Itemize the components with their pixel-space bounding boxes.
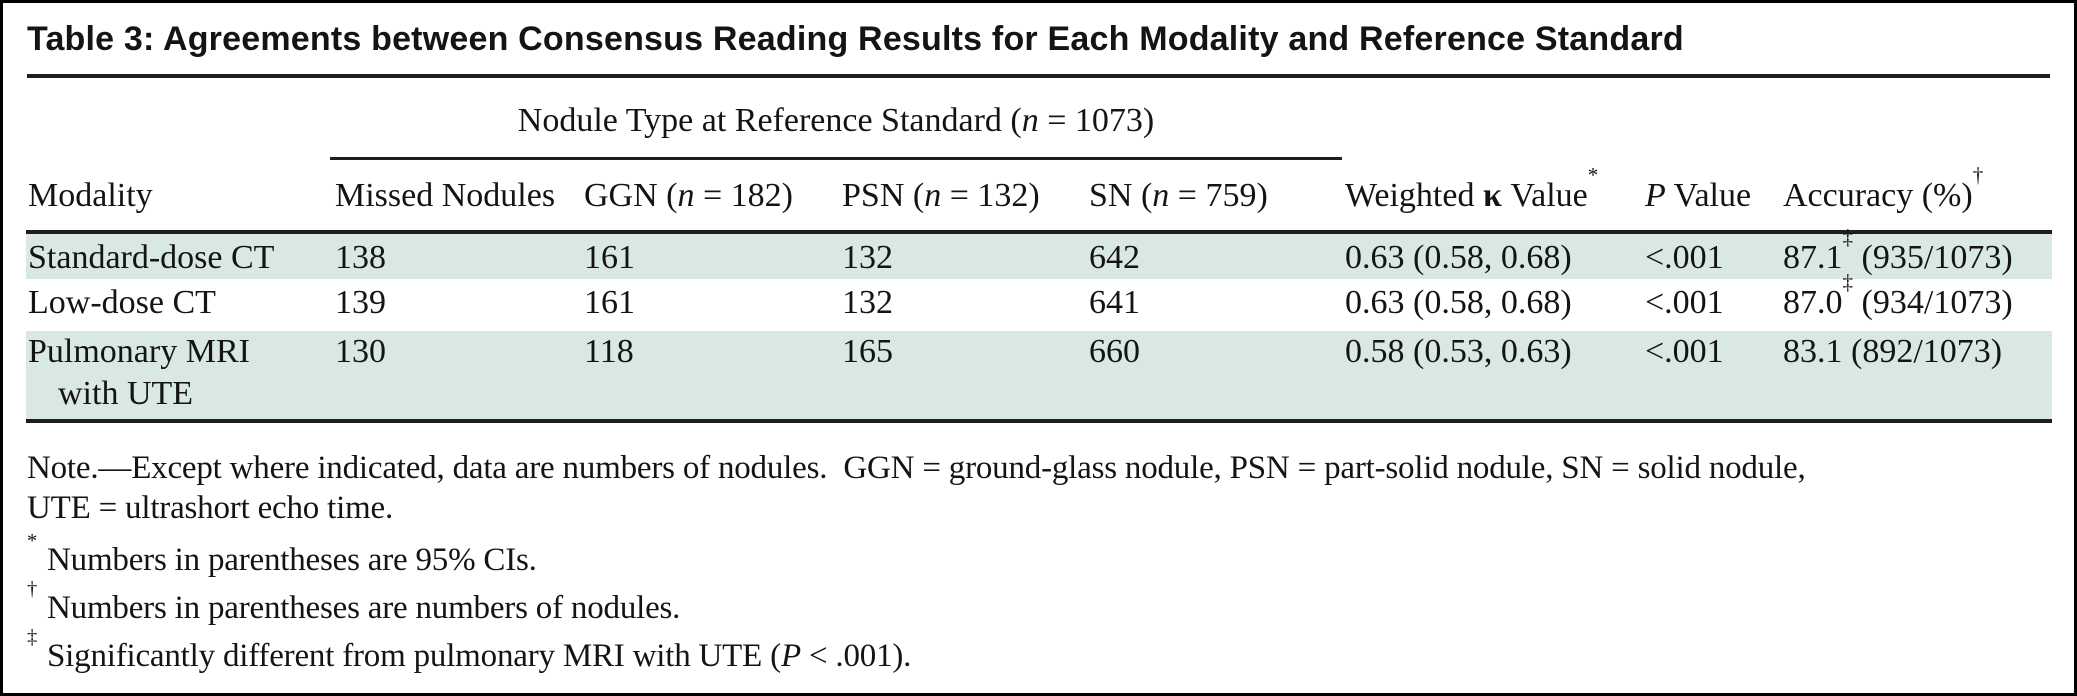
cell-p-value: <.001 (1645, 333, 1724, 370)
row-shade-pulmonary-mri (26, 331, 2052, 419)
spanner-header: Nodule Type at Reference Standard (n = 1… (330, 101, 1342, 141)
cell-accuracy: 83.1 (892/1073) (1783, 334, 2002, 370)
row-shade-standard-dose-ct (26, 234, 2052, 279)
accuracy-fraction: (892/1073) (1842, 333, 2003, 370)
kappa-label-suffix: Value (1501, 177, 1588, 214)
ggn-n-italic: n (677, 177, 695, 214)
bottom-rule (26, 419, 2052, 423)
asterisk-marker: * (27, 529, 38, 552)
dagger-marker: † (27, 577, 38, 600)
sn-n-italic: n (1152, 177, 1170, 214)
psn-n-italic: n (924, 177, 942, 214)
ggn-label-suffix: = 182) (694, 177, 793, 214)
accuracy-marker: ‡ (1842, 225, 1854, 250)
accuracy-marker: ‡ (1842, 270, 1854, 295)
cell-p-value: <.001 (1645, 284, 1724, 321)
cell-p-value: <.001 (1645, 239, 1724, 276)
cell-ggn: 161 (584, 239, 635, 276)
kappa-footnote-marker: * (1587, 163, 1599, 188)
cell-modality: Pulmonary MRI (28, 333, 250, 370)
col-header-modality: Modality (28, 177, 153, 214)
accuracy-value: 87.0 (1783, 284, 1843, 321)
accuracy-value: 87.1 (1783, 239, 1843, 276)
cell-missed-nodules: 139 (335, 284, 386, 321)
cell-accuracy: 87.1‡ (935/1073) (1783, 227, 2013, 276)
header-rule (26, 230, 2052, 234)
cell-missed-nodules: 130 (335, 333, 386, 370)
table-title: Table 3: Agreements between Consensus Re… (27, 20, 1684, 58)
col-header-sn: SN (n = 759) (1089, 178, 1268, 214)
accuracy-label: Accuracy (%) (1783, 177, 1973, 214)
cell-modality: Standard-dose CT (28, 239, 275, 276)
cell-sn: 642 (1089, 239, 1140, 276)
cell-weighted-kappa: 0.58 (0.53, 0.63) (1345, 333, 1572, 370)
cell-missed-nodules: 138 (335, 239, 386, 276)
accuracy-value: 83.1 (1783, 333, 1843, 370)
footnote-dagger: † Numbers in parentheses are numbers of n… (27, 579, 681, 628)
cell-ggn: 118 (584, 333, 634, 370)
double-dagger-marker: ‡ (27, 625, 38, 648)
cell-psn: 165 (842, 333, 893, 370)
table-note-line1: Note.—Except where indicated, data are n… (27, 450, 1806, 486)
col-header-missed-nodules: Missed Nodules (335, 177, 556, 214)
footnote-text-suffix: < .001). (800, 638, 912, 674)
spanner-text: Nodule Type at Reference Standard ( (517, 102, 1022, 139)
col-header-accuracy: Accuracy (%)† (1783, 165, 1983, 214)
p-label-suffix: Value (1665, 177, 1752, 214)
footnote-text: Numbers in parentheses are numbers of no… (47, 590, 681, 626)
cell-ggn: 161 (584, 284, 635, 321)
col-header-psn: PSN (n = 132) (842, 178, 1040, 214)
title-rule (27, 74, 2050, 78)
spanner-n-italic: n (1021, 102, 1039, 139)
cell-modality-line2: with UTE (58, 375, 194, 412)
cell-modality: Low-dose CT (28, 284, 216, 321)
accuracy-fraction: (935/1073) (1853, 239, 2013, 276)
accuracy-fraction: (934/1073) (1853, 284, 2013, 321)
p-italic: P (1645, 177, 1666, 214)
ggn-label: GGN ( (584, 177, 678, 214)
footnote-italic: P (780, 638, 801, 674)
footnote-double-dagger: ‡ Significantly different from pulmonary … (27, 627, 912, 676)
cell-psn: 132 (842, 284, 893, 321)
footnote-asterisk: * Numbers in parentheses are 95% CIs. (27, 531, 537, 580)
cell-sn: 641 (1089, 284, 1140, 321)
cell-weighted-kappa: 0.63 (0.58, 0.68) (1345, 239, 1572, 276)
spanner-rule (330, 157, 1342, 160)
footnote-text: Numbers in parentheses are 95% CIs. (47, 542, 537, 578)
footnote-text: Significantly different from pulmonary M… (47, 638, 781, 674)
psn-label: PSN ( (842, 177, 925, 214)
accuracy-footnote-marker: † (1972, 163, 1984, 188)
col-header-p-value: P Value (1645, 178, 1751, 214)
cell-accuracy: 87.0‡ (934/1073) (1783, 272, 2013, 321)
cell-weighted-kappa: 0.63 (0.58, 0.68) (1345, 284, 1572, 321)
table-note-line2: UTE = ultrashort echo time. (27, 490, 394, 526)
sn-label-suffix: = 759) (1169, 177, 1268, 214)
kappa-symbol: κ (1482, 177, 1502, 214)
psn-label-suffix: = 132) (941, 177, 1040, 214)
cell-sn: 660 (1089, 333, 1140, 370)
col-header-ggn: GGN (n = 182) (584, 178, 793, 214)
sn-label: SN ( (1089, 177, 1153, 214)
col-header-weighted-kappa: Weighted κ Value* (1345, 165, 1598, 214)
spanner-text-suffix: = 1073) (1038, 102, 1155, 139)
cell-psn: 132 (842, 239, 893, 276)
kappa-label: Weighted (1345, 177, 1483, 214)
